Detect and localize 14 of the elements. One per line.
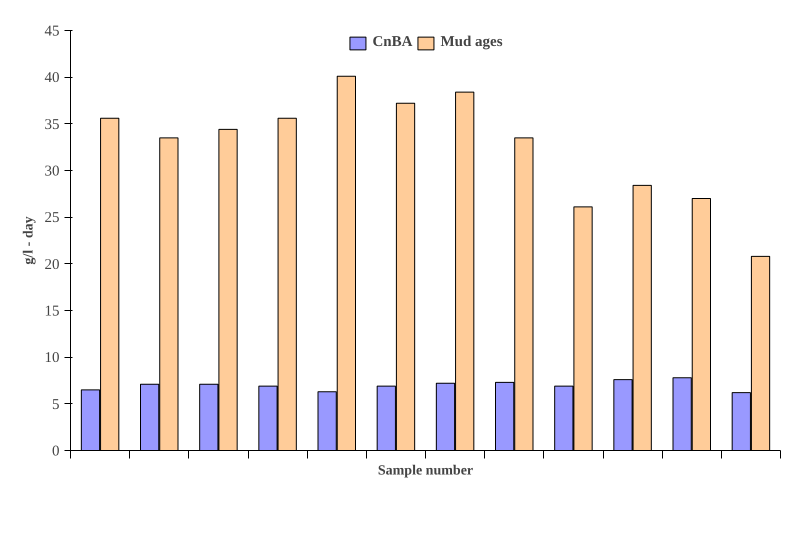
y-tick-label: 0 — [52, 444, 60, 460]
y-tick-label: 10 — [44, 350, 60, 366]
y-axis-title: g/l - day — [22, 216, 36, 265]
legend-label: CnBA — [372, 34, 412, 51]
y-tick-label: 15 — [44, 304, 60, 320]
legend-label: Mud ages — [440, 34, 503, 51]
y-tick-label: 35 — [44, 116, 60, 133]
y-tick-label: 5 — [52, 396, 60, 413]
y-tick-label: 25 — [44, 210, 60, 226]
y-tick-label: 40 — [44, 70, 60, 86]
y-tick-label: 20 — [44, 256, 60, 273]
y-tick-label: 45 — [44, 24, 60, 40]
y-tick-label: 30 — [44, 164, 60, 180]
x-axis-title: Sample number — [378, 464, 474, 478]
